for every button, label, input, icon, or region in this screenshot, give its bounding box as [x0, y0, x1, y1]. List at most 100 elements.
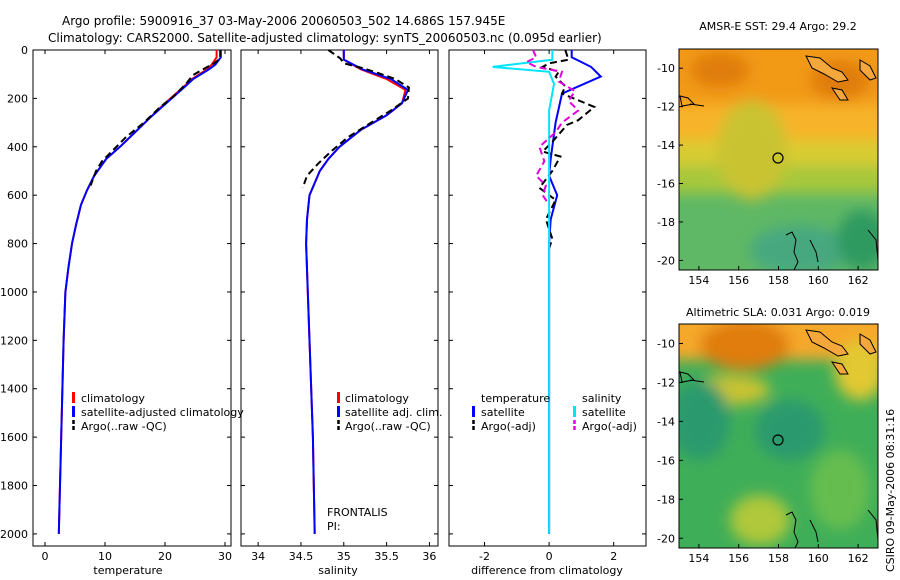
x-tick-label: 10 — [98, 550, 112, 563]
sst-argo-marker — [772, 152, 784, 164]
panel-temperature-legend: climatology satellite-adjusted climatolo… — [72, 392, 244, 433]
legend-title-temperature: temperature — [481, 392, 550, 405]
x-tick-label: 30 — [218, 550, 232, 563]
panel-temperature-xticks: 0 10 20 30 — [42, 50, 232, 563]
legend-label-sal-argo: Argo(-adj) — [582, 420, 637, 433]
panel-difference-xticks: -2 0 2 — [479, 50, 617, 563]
legend-label-temp-argo: Argo(-adj) — [481, 420, 536, 433]
sla-yellow-patch-north — [835, 340, 878, 400]
map-x-tick-label: 156 — [728, 274, 749, 287]
y-tick-label: 1200 — [0, 334, 28, 347]
x-tick-label: 34 — [251, 550, 265, 563]
map-x-tick-label: 156 — [728, 552, 749, 565]
x-tick-label: 2 — [610, 550, 617, 563]
sla-coastline-west — [679, 371, 705, 383]
map-y-tick-label: -20 — [657, 254, 675, 267]
map-x-tick-label: 160 — [808, 274, 829, 287]
panel-difference-lines — [492, 49, 603, 534]
series-line-argo-raw-qc- — [301, 49, 410, 189]
map-y-tick-label: -18 — [657, 493, 675, 506]
x-tick-label: 20 — [158, 550, 172, 563]
map-y-tick-label: -12 — [657, 376, 675, 389]
sla-yellow-patch-south — [730, 495, 790, 545]
frontalis-annotation: FRONTALIS — [327, 506, 388, 519]
panel-temperature-lines — [57, 50, 222, 534]
panel-salinity-lines — [301, 49, 410, 534]
x-tick-label: -2 — [479, 550, 490, 563]
series-line-climatology — [57, 50, 218, 534]
panel-salinity-yticks — [241, 49, 438, 535]
sla-map-title: Altimetric SLA: 0.031 Argo: 0.019 — [686, 306, 870, 319]
map-y-tick-label: -16 — [657, 454, 675, 467]
y-tick-label: 1600 — [0, 431, 28, 444]
sla-map: Altimetric SLA: 0.031 Argo: 0.019 -10 -12… — [657, 306, 879, 565]
legend-swatch-temp-satellite — [472, 406, 475, 417]
sst-map: AMSR-E SST: 29.4 Argo: 29.2 -10 -12 -14 -16… — [657, 20, 879, 287]
panel-salinity-xlabel: salinity — [318, 564, 358, 577]
legend-label-temp-satellite: satellite — [481, 406, 525, 419]
y-tick-label: 200 — [7, 92, 28, 105]
y-tick-label: 1800 — [0, 480, 28, 493]
map-y-tick-label: -14 — [657, 415, 675, 428]
panel-temperature-yticks: 0 200 400 600 800 1000 1200 1400 1600 1800 2000 — [0, 44, 231, 541]
sst-coastline-south — [785, 229, 878, 270]
sst-coastline-west — [679, 95, 705, 107]
sst-cool-patch — [750, 225, 850, 270]
series-line-satellite-adj-clim- — [305, 50, 410, 534]
sst-green-patch — [837, 210, 878, 270]
y-tick-label: 1400 — [0, 383, 28, 396]
legend-label-sal-satellite: satellite — [582, 406, 626, 419]
panel-salinity-legend: climatology satellite adj. clim. Argo(..… — [337, 392, 442, 433]
sla-hot-patch — [700, 324, 790, 370]
sla-map-yticks: -10 -12 -14 -16 -18 -20 — [657, 337, 683, 545]
legend-swatch-satellite — [337, 406, 340, 417]
legend-label-climatology: climatology — [81, 392, 145, 405]
legend-label-satellite: satellite-adjusted climatology — [81, 406, 244, 419]
panel-temperature-xlabel: temperature — [93, 564, 162, 577]
legend-label-satellite: satellite adj. clim. — [345, 406, 442, 419]
series-line-temperature-argo-adj- — [537, 49, 597, 249]
legend-title-salinity: salinity — [582, 392, 622, 405]
legend-label-argo: Argo(..raw -QC) — [81, 420, 167, 433]
legend-swatch-sal-satellite — [573, 406, 576, 417]
panel-temperature-frame — [32, 49, 232, 547]
map-y-tick-label: -10 — [657, 337, 675, 350]
sst-hot-patch-west — [690, 52, 750, 88]
sla-green-patch-south — [810, 450, 870, 530]
series-line-salinity-satellite — [492, 50, 556, 534]
series-line-salinity-argo-adj- — [524, 49, 580, 206]
map-y-tick-label: -20 — [657, 532, 675, 545]
map-x-tick-label: 154 — [688, 274, 709, 287]
panel-difference-legend: temperature satellite Argo(-adj) salinit… — [472, 392, 637, 433]
legend-label-argo: Argo(..raw -QC) — [345, 420, 431, 433]
map-y-tick-label: -10 — [657, 62, 675, 75]
map-x-tick-label: 154 — [688, 552, 709, 565]
map-x-tick-label: 160 — [808, 552, 829, 565]
y-tick-label: 0 — [21, 44, 28, 57]
x-tick-label: 35 — [337, 550, 351, 563]
header-line2: Climatology: CARS2000. Satellite-adjuste… — [48, 31, 602, 45]
sla-cool-patch-west — [679, 380, 730, 460]
panel-difference-yticks — [449, 49, 646, 535]
panel-difference-frame — [448, 49, 647, 547]
sst-map-xticks: 154 156 158 160 162 — [688, 266, 869, 287]
x-tick-label: 34.5 — [289, 550, 314, 563]
panel-salinity-frame — [240, 49, 439, 547]
series-line-temperature-satellite — [548, 50, 603, 534]
x-tick-label: 0 — [42, 550, 49, 563]
sst-map-yticks: -10 -12 -14 -16 -18 -20 — [657, 62, 683, 267]
panel-salinity-xticks: 34 34.5 35 35.5 36 — [251, 50, 436, 563]
y-tick-label: 1000 — [0, 286, 28, 299]
header-line1: Argo profile: 5900916_37 03-May-2006 200… — [62, 14, 505, 28]
map-y-tick-label: -18 — [657, 216, 675, 229]
sla-coastline-north — [805, 329, 877, 375]
sla-cool-patch-center — [755, 400, 825, 460]
legend-swatch-climatology — [72, 392, 75, 403]
sla-map-xticks: 154 156 158 160 162 — [688, 544, 869, 565]
sst-coastline-north — [805, 55, 877, 101]
legend-swatch-satellite — [72, 406, 75, 417]
y-tick-label: 2000 — [0, 528, 28, 541]
legend-label-climatology: climatology — [345, 392, 409, 405]
map-x-tick-label: 158 — [768, 274, 789, 287]
